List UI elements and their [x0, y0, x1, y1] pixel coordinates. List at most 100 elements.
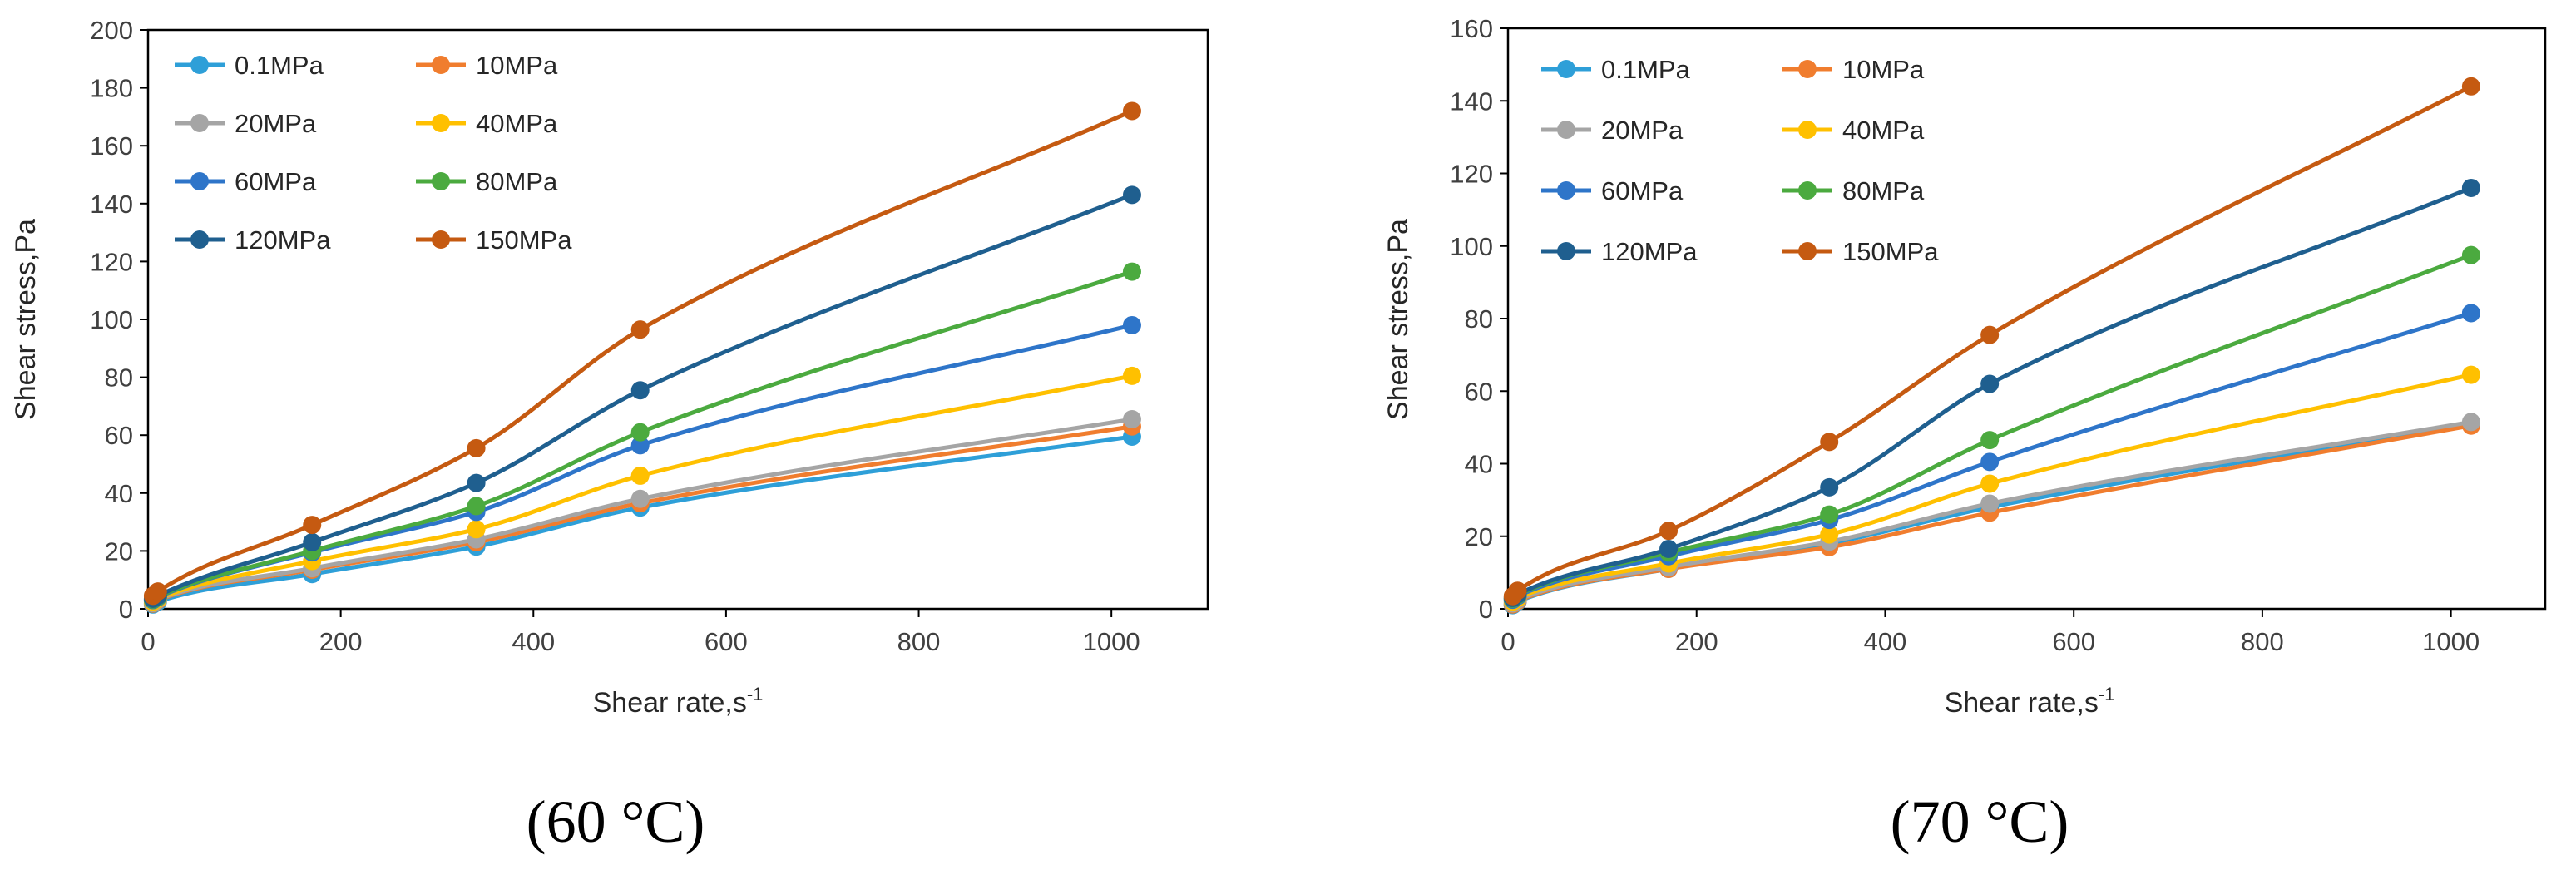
data-point	[2461, 245, 2480, 264]
data-point	[1122, 315, 1141, 334]
legend-item-10mpa: 10MPa	[416, 51, 558, 80]
chart-svg-60c: 0 20 40 60 80 100 120 140 160 180 200 0 200 400 600 800…	[10, 16, 1209, 855]
legend-label: 80MPa	[476, 167, 558, 196]
legend-label: 10MPa	[476, 51, 558, 80]
x-tick-label: 400	[1864, 627, 1907, 656]
data-point	[630, 320, 650, 339]
legend-label: 0.1MPa	[235, 51, 324, 80]
legend-label: 0.1MPa	[1601, 55, 1691, 84]
y-tick-label: 40	[105, 479, 133, 508]
data-point	[1122, 101, 1141, 121]
data-point	[467, 520, 486, 539]
data-point	[1820, 433, 1839, 452]
chart-content: 0 20 40 60 80 100 120 140 160 0 200 400 600 800 1000 Sh…	[1382, 14, 2547, 855]
legend-marker	[1798, 60, 1817, 78]
legend-marker	[1798, 242, 1817, 260]
y-tick-label: 80	[105, 363, 133, 393]
data-point	[2461, 413, 2480, 432]
x-tick-label: 200	[1675, 627, 1718, 656]
data-point	[1980, 452, 2000, 472]
legend-item-0-1mpa: 0.1MPa	[175, 51, 324, 80]
y-tick-label: 160	[90, 131, 133, 161]
x-axis-title: Shear rate,s-1	[1945, 684, 2115, 719]
data-point	[467, 497, 486, 516]
legend-label: 150MPa	[476, 225, 572, 255]
data-point	[1980, 325, 2000, 344]
x-tick-label: 0	[1501, 627, 1515, 656]
legend-item-0-1mpa: 0.1MPa	[1541, 55, 1691, 84]
data-point	[1122, 366, 1141, 385]
y-tick-label: 140	[90, 190, 133, 219]
series-60mpa	[1503, 304, 2480, 610]
data-point	[1122, 262, 1141, 281]
legend-label: 120MPa	[1601, 237, 1698, 266]
legend-marker	[432, 56, 450, 74]
legend-label: 20MPa	[235, 109, 317, 138]
x-tick-label: 800	[2241, 627, 2284, 656]
series-120mpa	[143, 185, 1141, 608]
data-point	[630, 436, 650, 455]
data-point	[303, 532, 322, 551]
data-point	[1820, 505, 1839, 524]
data-point	[630, 489, 650, 508]
y-tick-label: 180	[90, 74, 133, 103]
legend-marker	[190, 230, 209, 249]
chart-caption: (70 °C)	[1891, 788, 2069, 855]
series-line	[151, 373, 1133, 604]
y-tick-label: 160	[1450, 14, 1493, 43]
data-point	[630, 381, 650, 400]
y-axis-title: Shear stress,Pa	[10, 219, 42, 420]
chart-panel-70c: 0 20 40 60 80 100 120 140 160 0 200 400 600 800 1000 Sh…	[1288, 0, 2575, 875]
legend-marker	[1798, 181, 1817, 200]
legend-marker	[1798, 121, 1817, 139]
x-axis-title: Shear rate,s-1	[593, 684, 764, 719]
legend: 0.1MPa 10MPa 20MPa 40MPa 60MPa 80MPa 120MPa 150…	[175, 51, 572, 255]
series-150mpa	[1503, 77, 2480, 606]
legend-label: 80MPa	[1842, 176, 1925, 205]
legend-item-120mpa: 120MPa	[175, 225, 331, 255]
series-0-1mpa	[143, 427, 1141, 614]
data-point	[148, 582, 167, 601]
legend-marker	[1557, 60, 1575, 78]
legend-marker	[1557, 121, 1575, 139]
data-point	[1980, 374, 2000, 393]
x-tick-label: 800	[897, 627, 941, 656]
y-tick-label: 20	[1465, 522, 1493, 551]
chart-svg-70c: 0 20 40 60 80 100 120 140 160 0 200 400 600 800 1000 Sh…	[1382, 14, 2547, 855]
y-tick-label: 0	[1479, 595, 1493, 624]
legend-item-40mpa: 40MPa	[416, 109, 558, 138]
y-tick-label: 80	[1465, 304, 1493, 334]
data-point	[630, 466, 650, 485]
legend-marker	[432, 230, 450, 249]
legend-item-40mpa: 40MPa	[1782, 116, 1925, 145]
legend: 0.1MPa 10MPa 20MPa 40MPa 60MPa 80MPa 120MPa 150…	[1541, 55, 1939, 266]
legend-label: 40MPa	[1842, 116, 1925, 145]
data-point	[1980, 474, 2000, 493]
y-tick-label: 140	[1450, 87, 1493, 116]
legend-item-60mpa: 60MPa	[1541, 176, 1684, 205]
legend-item-120mpa: 120MPa	[1541, 237, 1698, 266]
legend-label: 20MPa	[1601, 116, 1684, 145]
legend-label: 40MPa	[476, 109, 558, 138]
y-tick-label: 120	[90, 247, 133, 276]
y-tick-label: 120	[1450, 160, 1493, 189]
series-40mpa	[143, 366, 1141, 611]
series-line	[151, 323, 1133, 602]
legend-item-80mpa: 80MPa	[416, 167, 558, 196]
legend-marker	[190, 114, 209, 132]
chart-panel-60c: 0 20 40 60 80 100 120 140 160 180 200 0 200 400 600 800…	[10, 16, 1209, 855]
chart-caption: (60 °C)	[527, 788, 705, 855]
chart-content: 0 20 40 60 80 100 120 140 160 180 200 0 200 400 600 800…	[10, 16, 1209, 855]
legend-marker	[1557, 181, 1575, 200]
legend-label: 60MPa	[235, 167, 317, 196]
data-point	[1820, 525, 1839, 544]
legend-marker	[1557, 242, 1575, 260]
y-tick-label: 100	[90, 305, 133, 334]
data-point	[303, 516, 322, 535]
legend-marker	[432, 114, 450, 132]
x-axis-title-superscript: -1	[2099, 684, 2115, 704]
y-tick-label: 20	[105, 536, 133, 566]
y-tick-label: 200	[90, 16, 133, 45]
legend-marker	[190, 172, 209, 190]
